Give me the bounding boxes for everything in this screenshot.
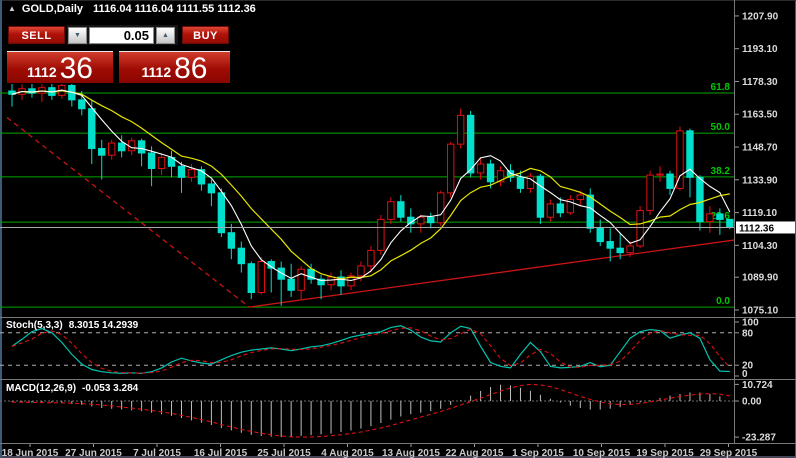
macd-canvas[interactable]: 10.724 0.00 -23.287 — [0, 380, 796, 443]
chevron-up-icon: ▲ — [162, 31, 169, 39]
svg-text:0: 0 — [742, 369, 748, 379]
expand-triangle-icon[interactable]: ▲ — [8, 4, 16, 13]
current-price-box — [736, 221, 795, 234]
svg-text:29 Sep 2015: 29 Sep 2015 — [700, 448, 758, 458]
svg-text:1104.30: 1104.30 — [742, 241, 778, 252]
macd-name: MACD(12,26,9) — [6, 383, 77, 394]
stoch-main-line — [11, 325, 730, 374]
bid-price-panel[interactable]: 1112 36 — [7, 51, 113, 86]
macd-values: -0.053 3.284 — [82, 383, 139, 394]
stoch-signal-line — [11, 327, 731, 374]
svg-text:10 Sep 2015: 10 Sep 2015 — [573, 448, 631, 458]
chevron-down-icon: ▼ — [74, 31, 81, 39]
svg-text:1207.90: 1207.90 — [742, 11, 779, 22]
svg-text:1133.90: 1133.90 — [742, 175, 778, 186]
svg-text:1 Sep 2015: 1 Sep 2015 — [512, 448, 564, 458]
bid-price-minor: 36 — [59, 52, 93, 86]
bid-price-major: 1112 — [27, 64, 57, 80]
buy-button[interactable]: BUY — [182, 26, 229, 44]
one-click-trading-widget: SELL ▼ ▲ BUY 1112 36 1112 86 — [3, 16, 231, 84]
svg-text:22 Aug 2015: 22 Aug 2015 — [446, 448, 504, 458]
ma-fast-line — [11, 89, 731, 282]
svg-text:16 Jul 2015: 16 Jul 2015 — [194, 448, 248, 458]
svg-text:0.00: 0.00 — [742, 397, 762, 408]
ask-price-minor: 86 — [174, 52, 208, 86]
price-axis-border — [734, 0, 735, 443]
ma-slow-line — [11, 90, 730, 280]
svg-text:100: 100 — [742, 318, 759, 329]
volume-control: ▼ ▲ — [66, 24, 179, 46]
macd-label: MACD(12,26,9) -0.053 3.284 — [6, 383, 138, 394]
svg-text:1089.90: 1089.90 — [742, 273, 779, 284]
trendline — [6, 117, 250, 308]
svg-text:1178.30: 1178.30 — [742, 77, 778, 88]
svg-text:50.0: 50.0 — [711, 122, 731, 133]
current-price-value: 1112.36 — [739, 223, 774, 234]
ask-price-panel[interactable]: 1112 86 — [119, 51, 230, 86]
svg-text:25 Jul 2015: 25 Jul 2015 — [257, 448, 311, 458]
svg-text:10.724: 10.724 — [742, 380, 773, 391]
panel-separator[interactable] — [0, 317, 796, 318]
panel-separator[interactable] — [0, 379, 796, 380]
svg-text:13 Aug 2015: 13 Aug 2015 — [382, 448, 440, 458]
svg-text:7 Jul 2015: 7 Jul 2015 — [133, 448, 181, 458]
svg-text:1163.50: 1163.50 — [742, 110, 778, 121]
price-axis: 1207.90 1193.10 1178.30 1163.50 1148.70 1133.… — [735, 11, 795, 316]
macd-signal-line — [11, 383, 730, 438]
chart-title: ▲ GOLD,Daily 1116.04 1116.04 1111.55 1112.… — [8, 3, 256, 15]
svg-text:20: 20 — [742, 361, 754, 372]
volume-decrease-button[interactable]: ▼ — [68, 26, 87, 44]
svg-text:1075.10: 1075.10 — [742, 305, 779, 316]
stochastic-label: Stoch(5,3,3) 8.3015 14.2939 — [6, 320, 138, 331]
svg-text:0.0: 0.0 — [716, 296, 730, 307]
svg-text:1193.10: 1193.10 — [742, 44, 778, 55]
ask-price-major: 1112 — [141, 64, 172, 80]
stochastic-name: Stoch(5,3,3) — [6, 320, 63, 331]
main-chart-canvas[interactable]: 61.850.038.223.60.01207.901193.101178.30… — [0, 0, 796, 318]
stochastic-values: 8.3015 14.2939 — [68, 320, 139, 331]
svg-text:4 Aug 2015: 4 Aug 2015 — [321, 448, 374, 458]
svg-text:61.8: 61.8 — [711, 82, 731, 93]
time-axis[interactable]: 18 Jun 2015 27 Jun 2015 7 Jul 2015 16 Jul 2… — [0, 444, 796, 458]
symbol-period-label: GOLD,Daily — [21, 3, 84, 15]
svg-text:-23.287: -23.287 — [742, 433, 776, 443]
volume-increase-button[interactable]: ▲ — [156, 26, 175, 44]
svg-text:1119.10: 1119.10 — [742, 208, 777, 219]
svg-text:1148.70: 1148.70 — [742, 143, 778, 154]
panel-separator[interactable] — [0, 443, 796, 444]
trendline — [249, 239, 734, 308]
main-plot: 61.850.038.223.60.0 — [0, 77, 734, 308]
ohlc-values: 1116.04 1116.04 1111.55 1112.36 — [93, 3, 256, 15]
svg-text:19 Sep 2015: 19 Sep 2015 — [636, 448, 694, 458]
volume-input[interactable] — [89, 26, 154, 44]
svg-text:80: 80 — [742, 328, 754, 339]
svg-text:18 Jun 2015: 18 Jun 2015 — [2, 448, 59, 458]
svg-text:27 Jun 2015: 27 Jun 2015 — [65, 448, 122, 458]
sell-button[interactable]: SELL — [8, 26, 65, 44]
svg-text:38.2: 38.2 — [711, 166, 731, 177]
